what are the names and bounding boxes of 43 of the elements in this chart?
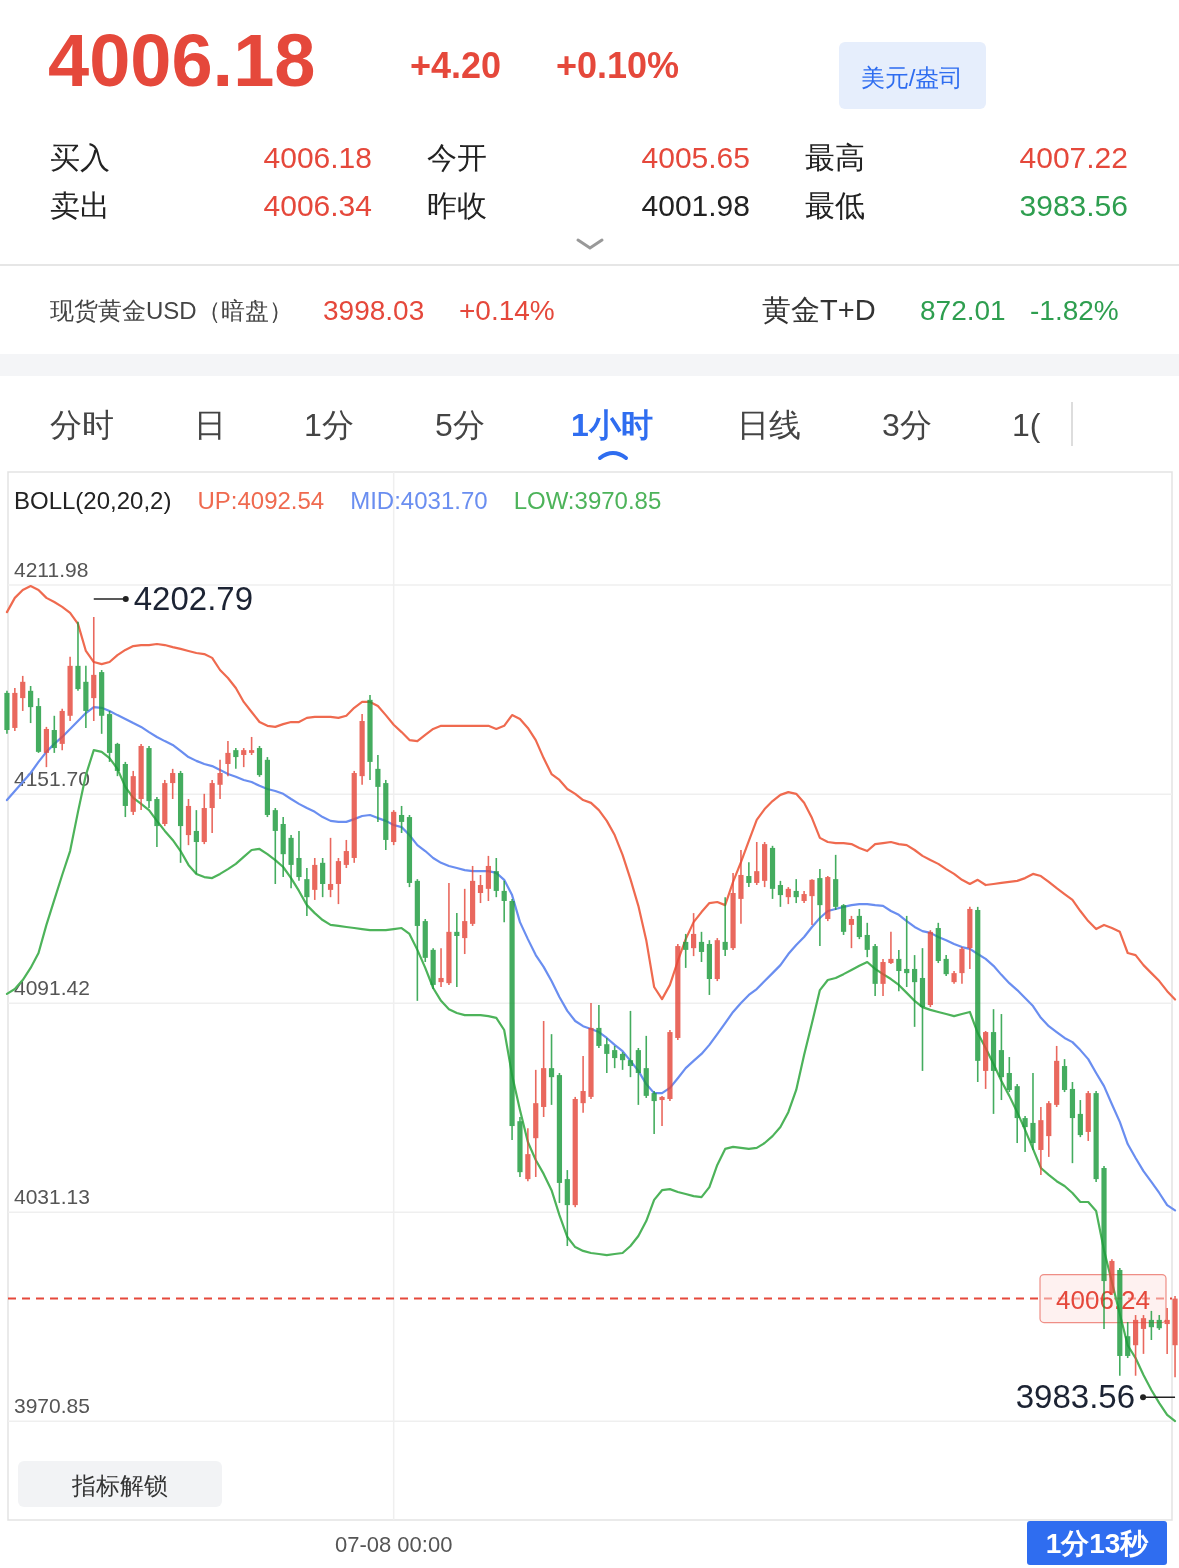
text: 3983.56 [1019,189,1128,222]
text: +0.10% [556,45,680,86]
y-tick-label: 4031.13 [14,1185,90,1209]
text: 最高 [805,141,865,174]
text: 4006.18 [263,141,372,174]
text: 昨收 [427,189,487,222]
text: 日 [194,407,226,443]
text: BOLL(20,20,2) [14,487,172,514]
x-tick-label: 07-08 00:00 [334,1532,453,1557]
text: 4005.65 [641,141,750,174]
text: 分时 [50,407,114,443]
text: 1分13秒 [1045,1528,1150,1559]
text: UP:4092.54 [197,487,325,514]
text: 日线 [737,407,801,443]
text: 5分 [435,407,485,443]
text: 今开 [427,141,487,174]
text: 4001.98 [641,189,750,222]
text: 卖出 [50,189,110,222]
text: 1( [1012,407,1041,443]
text: 美元/盎司 [860,64,964,91]
text: LOW:3970.85 [513,487,662,514]
y-tick-label: 3970.85 [14,1394,90,1418]
text: 1小时 [571,407,653,443]
text: 买入 [50,141,110,174]
annotation: 3983.56 [1015,1378,1136,1416]
y-tick-label: 4211.98 [14,558,89,582]
text: 4007.22 [1019,141,1128,174]
annotation: 4202.79 [133,579,254,617]
text: 4006.34 [263,189,372,222]
text: 3分 [882,407,932,443]
text: 872.01 [920,295,1006,326]
text: +4.20 [410,45,502,86]
text: 黄金T+D [762,294,876,326]
text: 4006.18 [48,19,316,102]
y-tick-label: 4091.42 [14,976,90,1000]
text: 3998.03 [323,295,425,326]
text: 最低 [805,189,865,222]
text: MID:4031.70 [350,487,488,514]
text: 1分 [304,407,354,443]
text: +0.14% [459,295,555,326]
annotation: 指标解锁 [71,1472,168,1499]
text: -1.82% [1030,295,1119,326]
text: 现货黄金USD（暗盘） [50,297,293,324]
